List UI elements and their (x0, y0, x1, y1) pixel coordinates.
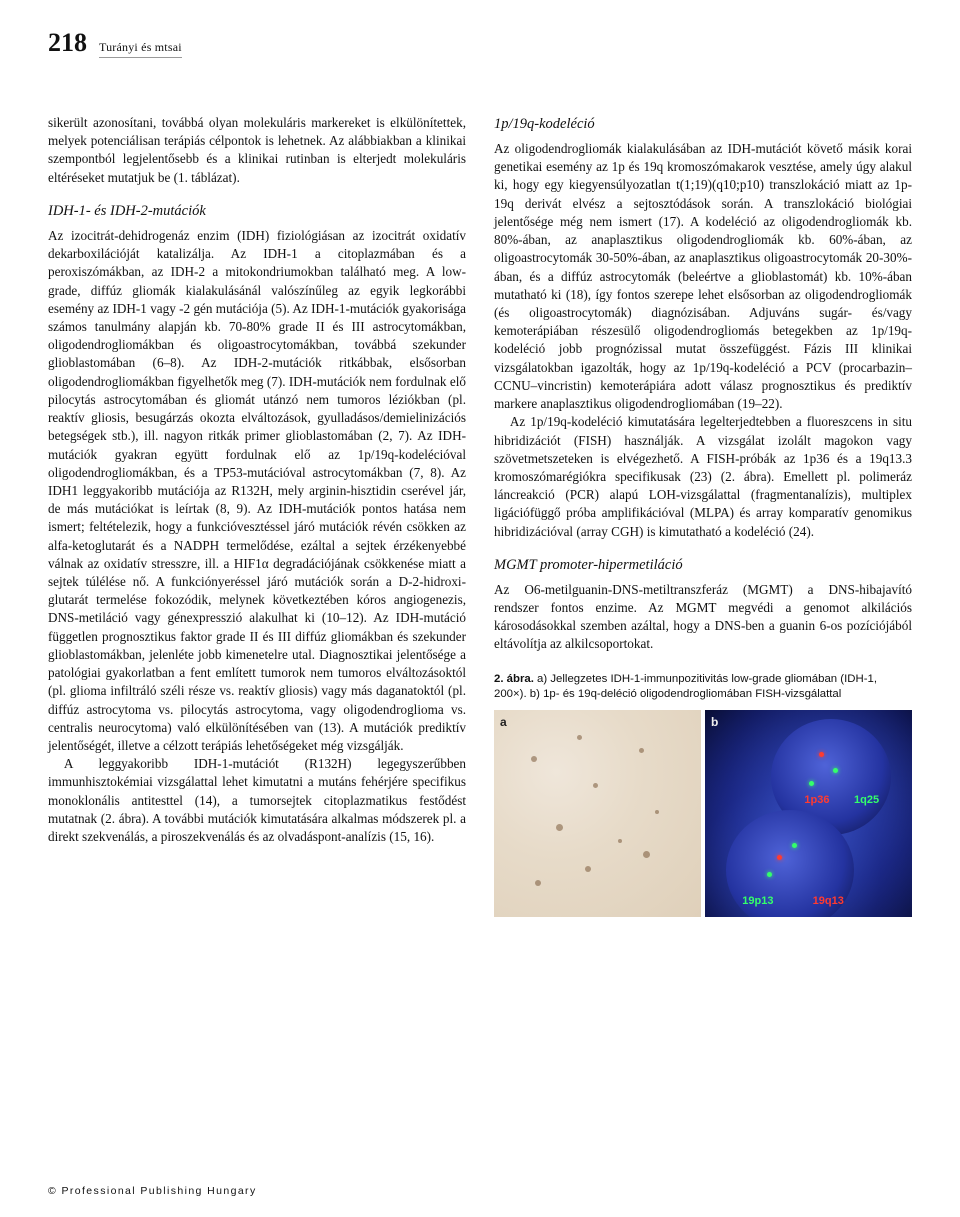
figure-panel-b: b 1p36 1q25 19p13 19q13 (705, 710, 912, 917)
running-head: Turányi és mtsai (99, 40, 182, 58)
ihc-speck (585, 866, 591, 872)
fish-label-1q25: 1q25 (854, 793, 879, 808)
page-number: 218 (48, 28, 87, 58)
para-left-idh-methods: A leggyakoribb IDH-1-mutációt (R132H) le… (48, 755, 466, 846)
ihc-speck (535, 880, 541, 886)
para-right-1p19q-2: Az 1p/19q-kodeléció kimutatására legelte… (494, 413, 912, 541)
fish-signal-green (767, 872, 772, 877)
fish-signal-green (792, 843, 797, 848)
header-row: 218 Turányi és mtsai (48, 28, 912, 58)
column-right: 1p/19q-kodeléció Az oligodendrogliomák k… (494, 114, 912, 917)
para-left-intro: sikerült azonosítani, továbbá olyan mole… (48, 114, 466, 187)
heading-1p19q: 1p/19q-kodeléció (494, 114, 912, 134)
para-right-1p19q-1: Az oligodendrogliomák kialakulásában az … (494, 140, 912, 413)
fish-label-1p36: 1p36 (804, 793, 829, 808)
figure-caption: 2. ábra. a) Jellegzetes IDH-1-immunpozit… (494, 672, 912, 703)
figure-panels: a b (494, 710, 912, 917)
fish-label-19p13: 19p13 (742, 894, 773, 909)
ihc-speck (593, 783, 598, 788)
ihc-speck (618, 839, 622, 843)
figure-caption-text: a) Jellegzetes IDH-1-immunpozitivitás lo… (494, 673, 877, 700)
ihc-speck (531, 756, 537, 762)
fish-signal-green (809, 781, 814, 786)
ihc-speck (639, 748, 644, 753)
para-right-mgmt: Az O6-metilguanin-DNS-metiltranszferáz (… (494, 581, 912, 654)
ihc-speck (643, 851, 650, 858)
figure-panel-a: a (494, 710, 701, 917)
page: 218 Turányi és mtsai sikerült azonosítan… (0, 0, 960, 1217)
column-left: sikerült azonosítani, továbbá olyan mole… (48, 114, 466, 917)
fish-label-19q13: 19q13 (813, 894, 844, 909)
fish-signal-red (819, 752, 824, 757)
heading-mgmt: MGMT promoter-hipermetiláció (494, 555, 912, 575)
panel-b-label: b (711, 714, 718, 731)
ihc-speck (577, 735, 582, 740)
footer-publisher: © Professional Publishing Hungary (48, 1185, 257, 1197)
ihc-speck (556, 824, 563, 831)
panel-a-label: a (500, 714, 507, 731)
text-columns: sikerült azonosítani, továbbá olyan mole… (48, 114, 912, 917)
heading-idh: IDH-1- és IDH-2-mutációk (48, 201, 466, 221)
figure-caption-lead: 2. ábra. (494, 673, 534, 685)
para-left-idh-main: Az izocitrát-dehidrogenáz enzim (IDH) fi… (48, 227, 466, 755)
ihc-speck (655, 810, 659, 814)
